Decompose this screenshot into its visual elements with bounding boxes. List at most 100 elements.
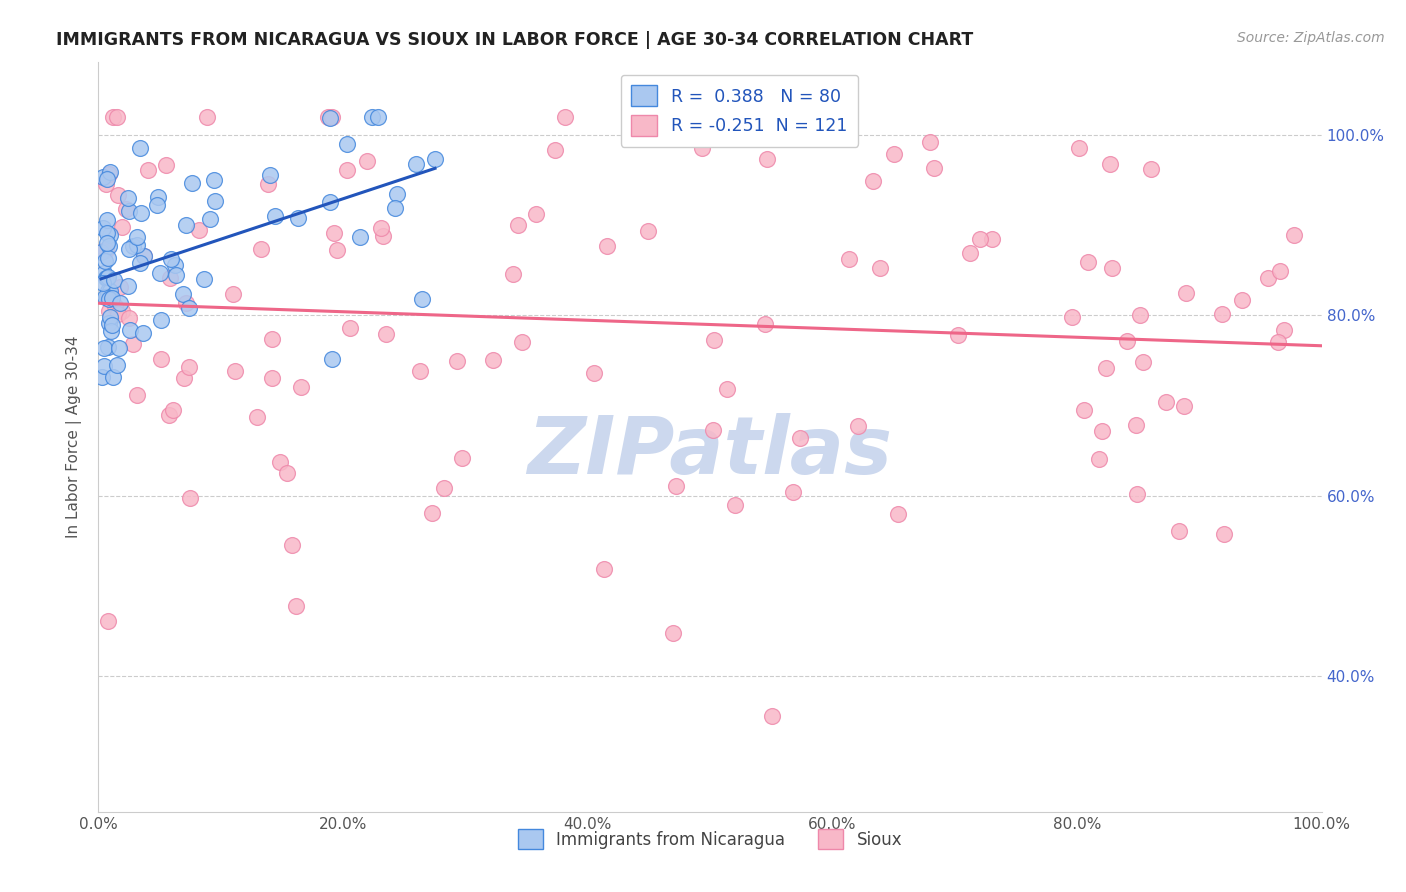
Point	[96, 290, 118, 304]
Point	[177, 360, 200, 375]
Point	[959, 246, 981, 260]
Point	[198, 211, 221, 226]
Point	[690, 141, 713, 155]
Point	[97, 316, 120, 330]
Point	[336, 163, 359, 178]
Point	[101, 370, 124, 384]
Point	[91, 169, 114, 184]
Point	[96, 226, 118, 240]
Point	[173, 370, 195, 384]
Point	[107, 307, 129, 321]
Point	[1126, 486, 1149, 500]
Text: IMMIGRANTS FROM NICARAGUA VS SIOUX IN LABOR FORCE | AGE 30-34 CORRELATION CHART: IMMIGRANTS FROM NICARAGUA VS SIOUX IN LA…	[56, 31, 973, 49]
Point	[321, 352, 343, 367]
Point	[97, 251, 120, 265]
Point	[1270, 264, 1292, 278]
Point	[118, 310, 141, 325]
Point	[326, 243, 349, 257]
Point	[318, 110, 340, 124]
Point	[155, 158, 177, 172]
Point	[281, 538, 304, 552]
Point	[1091, 424, 1114, 438]
Point	[121, 239, 143, 253]
Point	[446, 354, 468, 368]
Point	[98, 284, 121, 298]
Point	[1098, 157, 1121, 171]
Point	[107, 341, 129, 355]
Point	[838, 252, 860, 266]
Point	[98, 227, 121, 242]
Point	[508, 218, 530, 232]
Point	[193, 272, 215, 286]
Point	[373, 229, 395, 244]
Point	[433, 481, 456, 495]
Point	[96, 172, 118, 186]
Point	[172, 286, 194, 301]
Point	[1077, 255, 1099, 269]
Point	[204, 194, 226, 208]
Point	[91, 221, 114, 235]
Point	[91, 244, 114, 259]
Point	[97, 270, 120, 285]
Point	[1267, 335, 1289, 350]
Point	[1140, 162, 1163, 177]
Point	[1154, 395, 1177, 409]
Point	[127, 238, 149, 252]
Point	[481, 352, 503, 367]
Point	[103, 273, 125, 287]
Point	[946, 327, 969, 342]
Point	[97, 340, 120, 354]
Point	[134, 249, 156, 263]
Point	[339, 321, 361, 335]
Point	[862, 173, 884, 187]
Point	[1116, 334, 1139, 349]
Point	[1132, 355, 1154, 369]
Point	[111, 303, 134, 318]
Point	[90, 245, 112, 260]
Point	[918, 135, 941, 149]
Point	[886, 507, 908, 521]
Point	[163, 258, 186, 272]
Point	[195, 110, 218, 124]
Point	[924, 161, 946, 176]
Point	[755, 152, 778, 166]
Point	[1282, 227, 1305, 242]
Point	[179, 491, 201, 505]
Point	[177, 301, 200, 315]
Point	[716, 382, 738, 396]
Y-axis label: In Labor Force | Age 30-34: In Labor Force | Age 30-34	[66, 335, 83, 539]
Point	[1175, 285, 1198, 300]
Point	[1101, 260, 1123, 275]
Point	[94, 177, 117, 191]
Point	[361, 111, 384, 125]
Point	[98, 238, 121, 252]
Point	[276, 466, 298, 480]
Point	[93, 341, 115, 355]
Point	[98, 310, 121, 324]
Point	[100, 318, 122, 332]
Point	[145, 197, 167, 211]
Point	[869, 261, 891, 276]
Point	[260, 332, 283, 346]
Point	[148, 190, 170, 204]
Point	[181, 176, 204, 190]
Point	[969, 231, 991, 245]
Point	[703, 334, 725, 348]
Point	[97, 285, 120, 299]
Point	[188, 223, 211, 237]
Point	[702, 423, 724, 437]
Point	[257, 177, 280, 191]
Point	[384, 201, 406, 215]
Point	[263, 210, 285, 224]
Point	[323, 226, 346, 240]
Point	[1173, 399, 1195, 413]
Point	[1168, 524, 1191, 538]
Point	[367, 110, 389, 124]
Point	[202, 173, 225, 187]
Point	[94, 254, 117, 268]
Point	[165, 268, 187, 282]
Point	[583, 366, 606, 380]
Point	[336, 137, 359, 152]
Point	[250, 242, 273, 256]
Point	[222, 286, 245, 301]
